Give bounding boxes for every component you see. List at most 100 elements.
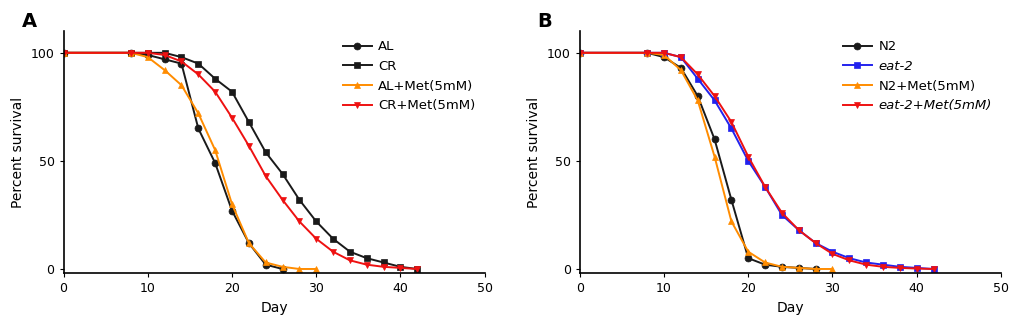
AL	[124, 51, 137, 55]
eat-2+Met(5mM)	[675, 55, 687, 59]
AL	[57, 51, 69, 55]
N2+Met(5mM)	[657, 53, 669, 57]
Text: B: B	[537, 12, 552, 31]
N2	[691, 94, 703, 98]
eat-2+Met(5mM)	[657, 51, 669, 55]
AL+Met(5mM)	[124, 51, 137, 55]
X-axis label: Day: Day	[260, 301, 287, 315]
CR+Met(5mM)	[310, 237, 322, 241]
Text: A: A	[21, 12, 37, 31]
CR	[192, 62, 204, 66]
eat-2+Met(5mM)	[742, 155, 754, 158]
eat-2+Met(5mM)	[910, 267, 922, 271]
CR+Met(5mM)	[361, 263, 373, 267]
AL+Met(5mM)	[276, 265, 288, 269]
eat-2	[675, 55, 687, 59]
N2	[675, 66, 687, 70]
CR	[377, 260, 389, 264]
eat-2	[893, 265, 905, 269]
CR	[57, 51, 69, 55]
CR+Met(5mM)	[158, 53, 170, 57]
N2	[641, 51, 653, 55]
eat-2+Met(5mM)	[641, 51, 653, 55]
eat-2	[742, 159, 754, 163]
CR+Met(5mM)	[259, 174, 271, 178]
Line: AL+Met(5mM): AL+Met(5mM)	[60, 49, 319, 273]
AL	[142, 53, 154, 57]
N2	[742, 256, 754, 260]
eat-2+Met(5mM)	[725, 120, 737, 124]
CR+Met(5mM)	[225, 116, 237, 120]
CR	[310, 219, 322, 223]
eat-2	[809, 241, 821, 245]
CR+Met(5mM)	[377, 265, 389, 269]
eat-2+Met(5mM)	[708, 94, 720, 98]
AL+Met(5mM)	[243, 241, 255, 245]
AL	[209, 161, 221, 165]
N2	[708, 137, 720, 141]
Line: CR: CR	[60, 49, 420, 273]
eat-2+Met(5mM)	[573, 51, 585, 55]
AL+Met(5mM)	[57, 51, 69, 55]
CR+Met(5mM)	[142, 51, 154, 55]
eat-2+Met(5mM)	[809, 241, 821, 245]
AL+Met(5mM)	[142, 55, 154, 59]
eat-2	[691, 77, 703, 81]
CR	[124, 51, 137, 55]
N2+Met(5mM)	[775, 265, 788, 269]
N2	[657, 55, 669, 59]
CR+Met(5mM)	[343, 259, 356, 262]
eat-2	[657, 51, 669, 55]
N2	[725, 198, 737, 202]
N2	[792, 266, 804, 270]
AL+Met(5mM)	[292, 267, 305, 271]
AL+Met(5mM)	[310, 267, 322, 271]
CR+Met(5mM)	[327, 250, 339, 254]
Line: N2: N2	[576, 49, 818, 273]
N2	[573, 51, 585, 55]
eat-2+Met(5mM)	[926, 267, 938, 271]
CR+Met(5mM)	[411, 267, 423, 271]
eat-2	[825, 250, 838, 254]
CR	[175, 55, 187, 59]
eat-2	[708, 98, 720, 102]
eat-2+Met(5mM)	[775, 211, 788, 215]
N2	[758, 263, 770, 267]
CR	[225, 90, 237, 94]
CR	[343, 250, 356, 254]
CR+Met(5mM)	[57, 51, 69, 55]
eat-2	[641, 51, 653, 55]
eat-2	[775, 213, 788, 217]
AL	[243, 241, 255, 245]
Line: N2+Met(5mM): N2+Met(5mM)	[576, 49, 836, 273]
CR+Met(5mM)	[209, 90, 221, 94]
X-axis label: Day: Day	[775, 301, 803, 315]
Line: eat-2: eat-2	[576, 49, 936, 273]
eat-2	[859, 260, 871, 264]
N2+Met(5mM)	[641, 51, 653, 55]
AL	[158, 57, 170, 61]
N2+Met(5mM)	[742, 250, 754, 254]
AL+Met(5mM)	[259, 260, 271, 264]
CR	[259, 150, 271, 154]
AL+Met(5mM)	[158, 68, 170, 72]
N2+Met(5mM)	[573, 51, 585, 55]
Line: CR+Met(5mM): CR+Met(5mM)	[60, 49, 420, 273]
CR	[361, 256, 373, 260]
N2+Met(5mM)	[725, 219, 737, 223]
CR+Met(5mM)	[243, 144, 255, 148]
Line: AL: AL	[60, 49, 285, 273]
Legend: AL, CR, AL+Met(5mM), CR+Met(5mM): AL, CR, AL+Met(5mM), CR+Met(5mM)	[339, 38, 478, 115]
AL	[276, 267, 288, 271]
CR	[394, 265, 407, 269]
eat-2	[792, 228, 804, 232]
CR	[276, 172, 288, 176]
CR+Met(5mM)	[292, 219, 305, 223]
eat-2	[910, 266, 922, 270]
CR	[243, 120, 255, 124]
eat-2	[573, 51, 585, 55]
AL	[192, 126, 204, 130]
N2+Met(5mM)	[758, 260, 770, 264]
eat-2+Met(5mM)	[825, 252, 838, 256]
CR+Met(5mM)	[192, 72, 204, 76]
